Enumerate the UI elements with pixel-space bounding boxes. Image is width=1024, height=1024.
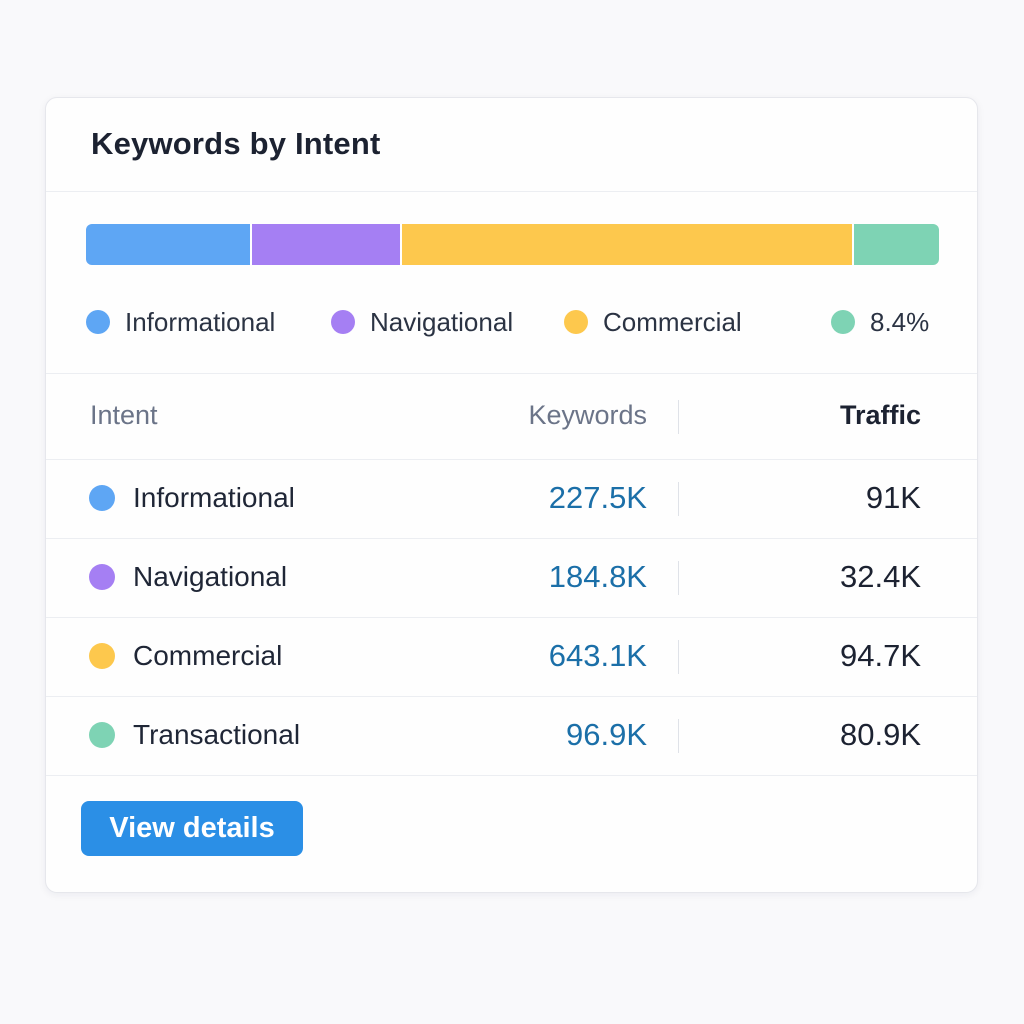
transactional-dot-icon [831,310,855,334]
row-intent-label: Informational [133,482,295,513]
table-row-navigational[interactable]: Navigational 184.8K 32.4K [46,539,977,618]
table-row-informational[interactable]: Informational 227.5K 91K [46,460,977,539]
column-header-keywords[interactable]: Keywords [528,400,647,430]
column-header-traffic[interactable]: Traffic [839,400,921,430]
row-intent-label: Transactional [133,719,301,750]
legend-label: Navigational [370,306,514,337]
transactional-dot-icon [89,722,115,748]
informational-dot-icon [89,485,115,511]
column-header-intent[interactable]: Intent [90,400,158,430]
section-divider [46,373,977,374]
commercial-dot-icon [89,643,115,669]
column-divider [678,400,679,434]
legend-item-commercial: Commercial [564,304,742,340]
row-keywords-value[interactable]: 643.1K [548,638,647,673]
navigational-dot-icon [331,310,355,334]
table-row-transactional[interactable]: Transactional 96.9K 80.9K [46,697,977,776]
bar-segment-transactional [851,224,939,265]
row-intent-label: Commercial [133,640,283,671]
column-divider [678,719,679,753]
legend-label: 8.4% [870,306,930,337]
legend-item-transactional: 8.4% [831,304,929,340]
row-traffic-value: 80.9K [839,717,921,752]
legend-item-navigational: Navigational [331,304,513,340]
row-traffic-value: 94.7K [839,638,921,673]
navigational-dot-icon [89,564,115,590]
column-divider [678,561,679,595]
row-keywords-value[interactable]: 184.8K [548,559,647,594]
card-title: Keywords by Intent [91,126,381,161]
commercial-dot-icon [564,310,588,334]
row-intent-label: Navigational [133,561,288,592]
legend: Informational Navigational Commercial 8.… [86,304,939,340]
legend-label: Commercial [603,306,742,337]
bar-segment-navigational [249,224,400,265]
table-row-commercial[interactable]: Commercial 643.1K 94.7K [46,618,977,697]
row-traffic-value: 91K [865,480,921,515]
card-header: Keywords by Intent [46,98,977,192]
row-keywords-value[interactable]: 227.5K [548,480,647,515]
view-details-button[interactable]: View details [81,801,303,856]
intent-distribution-bar [86,224,939,265]
legend-label: Informational [125,306,276,337]
column-divider [678,482,679,516]
row-keywords-value[interactable]: 96.9K [565,717,647,752]
bar-segment-commercial [399,224,852,265]
informational-dot-icon [86,310,110,334]
keywords-by-intent-card: Keywords by Intent Informational Navigat… [45,97,978,893]
legend-item-informational: Informational [86,304,275,340]
bar-segment-informational [86,224,250,265]
row-traffic-value: 32.4K [839,559,921,594]
intent-table: Intent Keywords Traffic Informational 22… [46,374,977,776]
column-divider [678,640,679,674]
table-header: Intent Keywords Traffic [46,374,977,460]
